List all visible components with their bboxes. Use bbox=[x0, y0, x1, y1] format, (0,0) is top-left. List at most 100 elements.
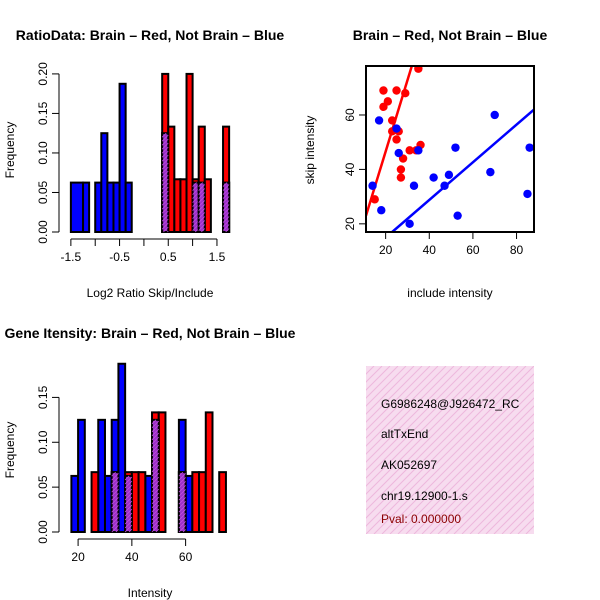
overlap-hatch bbox=[111, 485, 119, 493]
overlap-hatch bbox=[151, 424, 160, 433]
overlap-hatch bbox=[222, 216, 230, 223]
overlap-hatch bbox=[201, 228, 206, 233]
overlap-hatch bbox=[192, 196, 199, 203]
overlap-hatch bbox=[192, 208, 199, 215]
scatter-point-not-brain bbox=[451, 143, 460, 152]
overlap-hatch bbox=[222, 184, 230, 191]
info-hatch-line bbox=[461, 461, 534, 534]
overlap-hatch bbox=[178, 501, 186, 509]
p-value: Pval: 0.000000 bbox=[381, 512, 461, 526]
overlap-hatch bbox=[151, 420, 160, 429]
histogram-bar-brain bbox=[90, 471, 100, 533]
overlap-hatch bbox=[198, 192, 206, 199]
y-tick-label: 60 bbox=[343, 108, 357, 122]
info-hatch-line bbox=[366, 366, 487, 487]
scatter-point-brain bbox=[396, 165, 406, 174]
overlap-hatch bbox=[151, 476, 160, 485]
info-hatch-line bbox=[366, 366, 534, 534]
scatter-point-brain bbox=[396, 173, 406, 182]
overlap-hatch bbox=[161, 202, 169, 210]
info-hatch-line bbox=[366, 366, 495, 495]
overlap-hatch bbox=[161, 198, 169, 206]
overlap-hatch bbox=[151, 520, 160, 529]
info-hatch-line bbox=[366, 366, 503, 503]
intensity-histogram-title: Gene Itensity: Brain – Red, Not Brain – … bbox=[5, 325, 296, 341]
overlap-hatch bbox=[192, 182, 197, 187]
y-tick-label: 0.10 bbox=[36, 430, 50, 454]
overlap-hatch bbox=[192, 200, 199, 207]
overlap-hatch bbox=[151, 440, 160, 449]
overlap-hatch bbox=[151, 468, 160, 477]
overlap-hatch bbox=[124, 496, 133, 505]
x-tick-label: -1.5 bbox=[61, 250, 82, 264]
overlap-hatch bbox=[151, 432, 160, 441]
scatter-point-not-brain bbox=[523, 189, 532, 199]
overlap-hatch bbox=[178, 521, 186, 529]
histogram-bar-not-brain bbox=[124, 181, 133, 234]
y-tick-label: 0.10 bbox=[36, 141, 50, 165]
overlap-hatch bbox=[167, 230, 169, 233]
info-hatch-line bbox=[366, 366, 479, 479]
overlap-hatch bbox=[222, 196, 230, 203]
overlap-hatch bbox=[161, 186, 169, 194]
overlap-hatch bbox=[161, 194, 169, 202]
info-hatch-line bbox=[366, 366, 439, 439]
overlap-hatch bbox=[128, 528, 133, 533]
x-tick-label: 60 bbox=[466, 243, 480, 257]
histogram-bar-not-brain bbox=[103, 474, 113, 533]
overlap-hatch bbox=[192, 192, 199, 199]
scatter-point-not-brain bbox=[444, 170, 454, 180]
info-hatch-line bbox=[366, 366, 519, 519]
ratio-bars-overlap bbox=[161, 132, 231, 234]
overlap-hatch bbox=[151, 512, 160, 521]
scatter-x-axis-label: include intensity bbox=[407, 286, 492, 300]
x-tick-label: 60 bbox=[179, 550, 193, 564]
overlap-hatch bbox=[222, 220, 230, 227]
info-hatch-line bbox=[381, 381, 534, 534]
x-tick-label: 20 bbox=[379, 243, 393, 257]
y-tick-label: 0.20 bbox=[36, 62, 50, 86]
histogram-bar-overlap bbox=[177, 471, 187, 533]
scatter-point-not-brain bbox=[405, 219, 414, 229]
info-hatch-line bbox=[405, 405, 534, 534]
scatter-point-not-brain bbox=[414, 146, 423, 155]
overlap-hatch bbox=[151, 456, 160, 465]
histogram-bar-not-brain bbox=[77, 418, 86, 533]
y-tick-label: 0.05 bbox=[36, 475, 50, 499]
overlap-hatch bbox=[178, 481, 186, 489]
overlap-hatch bbox=[151, 436, 160, 445]
x-tick-label: 80 bbox=[510, 243, 524, 257]
overlap-hatch bbox=[151, 472, 160, 481]
y-tick-label: 40 bbox=[343, 162, 357, 176]
overlap-hatch bbox=[161, 218, 169, 226]
overlap-hatch bbox=[124, 508, 133, 517]
overlap-hatch bbox=[124, 524, 133, 533]
overlap-hatch bbox=[151, 488, 160, 497]
scatter-plot: 20 40 60 80 20 40 60 bbox=[343, 65, 535, 257]
overlap-hatch bbox=[124, 475, 130, 481]
overlap-hatch bbox=[161, 210, 169, 218]
histogram-bar-brain bbox=[191, 471, 201, 533]
intensity-axes: 20 40 60 0.00 0.05 0.10 0.15 bbox=[36, 385, 193, 564]
y-tick-label: 0.05 bbox=[36, 180, 50, 204]
overlap-hatch bbox=[198, 216, 206, 223]
histogram-bar-not-brain bbox=[69, 181, 85, 234]
x-tick-label: 20 bbox=[71, 550, 85, 564]
histogram-bar-brain bbox=[204, 411, 214, 533]
histogram-bar-not-brain bbox=[97, 418, 106, 533]
overlap-hatch bbox=[161, 206, 169, 214]
overlap-hatch bbox=[151, 516, 160, 525]
histogram-bar-not-brain bbox=[117, 362, 127, 533]
scatter-point-brain bbox=[401, 89, 410, 98]
overlap-hatch bbox=[198, 182, 203, 187]
y-tick-label: 0.00 bbox=[36, 520, 50, 544]
overlap-hatch bbox=[151, 452, 160, 461]
scatter-point-not-brain bbox=[453, 211, 462, 220]
overlap-hatch bbox=[222, 208, 230, 215]
overlap-hatch bbox=[161, 146, 169, 154]
info-hatch-line bbox=[477, 477, 534, 534]
overlap-hatch bbox=[161, 178, 169, 186]
overlap-hatch bbox=[151, 419, 157, 425]
info-hatch-line bbox=[366, 366, 399, 399]
overlap-hatch bbox=[178, 525, 186, 533]
